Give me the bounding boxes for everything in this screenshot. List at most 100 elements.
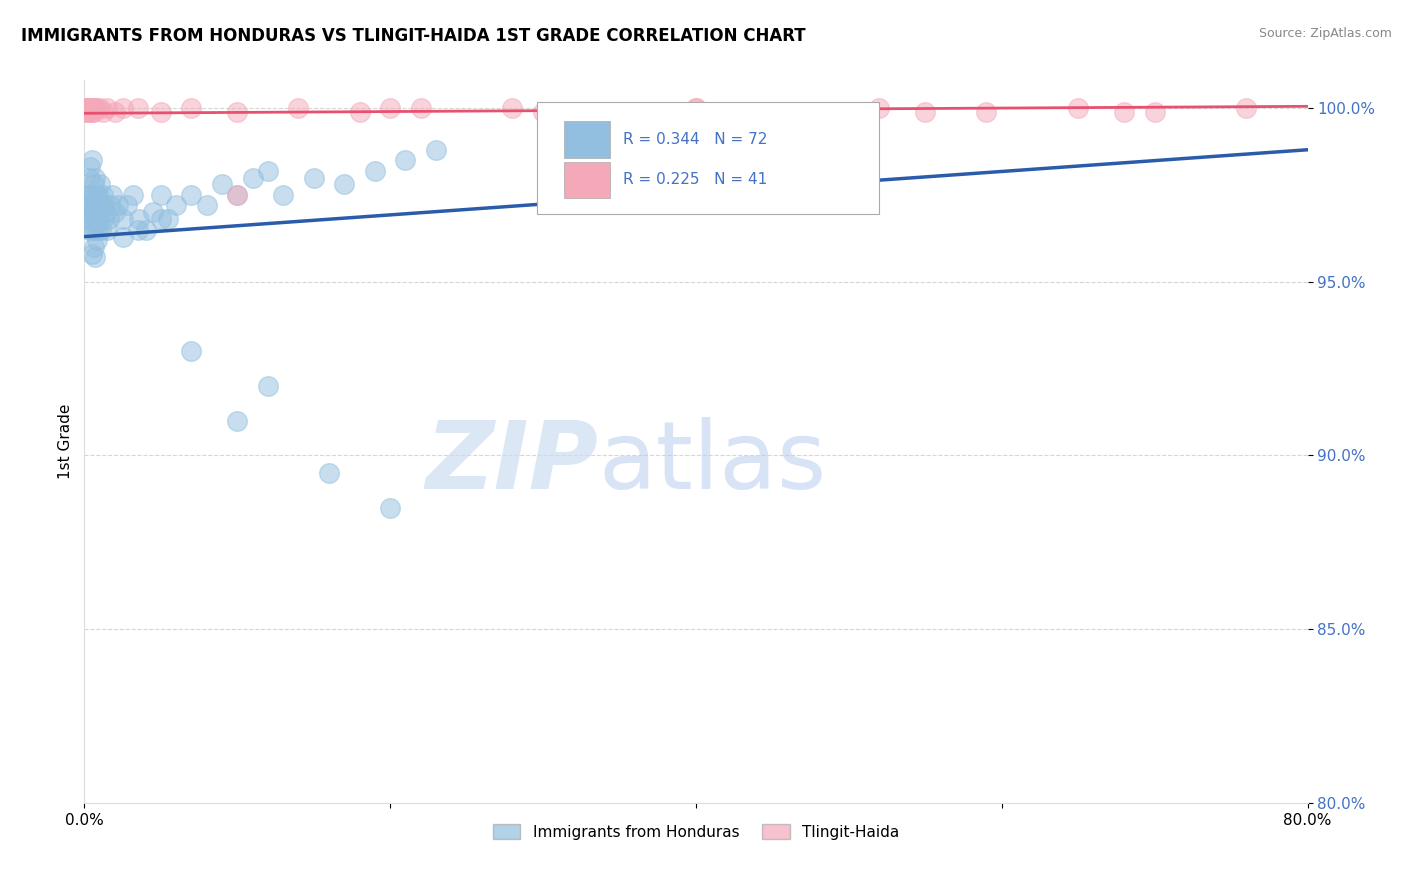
Point — [75, 212, 97, 227]
Point — [425, 143, 447, 157]
Point — [79, 160, 101, 174]
Point — [83, 104, 105, 119]
Text: Source: ZipAtlas.com: Source: ZipAtlas.com — [1258, 27, 1392, 40]
Point — [75, 101, 97, 115]
Point — [79, 212, 101, 227]
Point — [87, 222, 110, 236]
Text: ZIP: ZIP — [425, 417, 598, 509]
Point — [77, 170, 100, 185]
Point — [135, 222, 157, 236]
Point — [115, 198, 138, 212]
Point — [531, 104, 554, 119]
Point — [84, 170, 107, 185]
Point — [685, 101, 707, 115]
Point — [869, 101, 891, 115]
Point — [593, 104, 616, 119]
Point — [97, 212, 120, 227]
Point — [302, 170, 325, 185]
Point — [84, 222, 107, 236]
FancyBboxPatch shape — [564, 121, 610, 158]
Point — [75, 198, 97, 212]
Point — [128, 212, 150, 227]
Y-axis label: 1st Grade: 1st Grade — [58, 404, 73, 479]
Point — [287, 101, 309, 115]
Point — [86, 198, 108, 212]
Point — [976, 104, 998, 119]
Point — [94, 205, 117, 219]
Point — [84, 251, 107, 265]
Point — [79, 101, 101, 115]
Point — [257, 163, 280, 178]
Point — [80, 101, 103, 115]
Point — [76, 104, 98, 119]
Point — [364, 163, 387, 178]
Point — [83, 240, 105, 254]
Point — [75, 104, 97, 119]
Point — [77, 222, 100, 236]
Point — [80, 104, 103, 119]
Point — [685, 101, 707, 115]
Point — [180, 344, 202, 359]
Point — [83, 101, 105, 115]
Point — [318, 466, 340, 480]
Point — [211, 178, 233, 192]
FancyBboxPatch shape — [564, 162, 610, 198]
Point — [89, 205, 111, 219]
Point — [76, 101, 98, 115]
Point — [104, 104, 127, 119]
Point — [80, 247, 103, 261]
Point — [180, 101, 202, 115]
Point — [93, 198, 115, 212]
Point — [333, 178, 356, 192]
Point — [86, 212, 108, 227]
Point — [776, 104, 799, 119]
Point — [122, 188, 145, 202]
Point — [104, 205, 127, 219]
Point — [83, 178, 105, 192]
Point — [96, 101, 118, 115]
Point — [77, 188, 100, 202]
Point — [394, 153, 416, 168]
Point — [86, 233, 108, 247]
Point — [180, 188, 202, 202]
Point — [76, 188, 98, 202]
Point — [101, 188, 124, 202]
Point — [226, 188, 249, 202]
Point — [195, 198, 218, 212]
Point — [90, 222, 112, 236]
Text: atlas: atlas — [598, 417, 827, 509]
Point — [1143, 104, 1166, 119]
Point — [107, 198, 129, 212]
Point — [80, 188, 103, 202]
Point — [502, 101, 524, 115]
Point — [84, 198, 107, 212]
Point — [165, 198, 187, 212]
Point — [149, 188, 172, 202]
Point — [83, 188, 105, 202]
Point — [127, 101, 149, 115]
Text: R = 0.344   N = 72: R = 0.344 N = 72 — [623, 132, 766, 147]
FancyBboxPatch shape — [537, 102, 880, 214]
Text: IMMIGRANTS FROM HONDURAS VS TLINGIT-HAIDA 1ST GRADE CORRELATION CHART: IMMIGRANTS FROM HONDURAS VS TLINGIT-HAID… — [21, 27, 806, 45]
Point — [80, 153, 103, 168]
Point — [226, 414, 249, 428]
Point — [111, 101, 134, 115]
Point — [149, 212, 172, 227]
Point — [75, 101, 97, 115]
Point — [80, 222, 103, 236]
Point — [149, 104, 172, 119]
Point — [127, 222, 149, 236]
Point — [79, 205, 101, 219]
Point — [271, 188, 294, 202]
Point — [257, 379, 280, 393]
Point — [91, 212, 114, 227]
Point — [89, 178, 111, 192]
Point — [1067, 101, 1090, 115]
Point — [86, 188, 108, 202]
Point — [77, 104, 100, 119]
Point — [76, 205, 98, 219]
Point — [77, 101, 100, 115]
Text: R = 0.225   N = 41: R = 0.225 N = 41 — [623, 172, 766, 187]
Point — [87, 188, 110, 202]
Point — [83, 205, 105, 219]
